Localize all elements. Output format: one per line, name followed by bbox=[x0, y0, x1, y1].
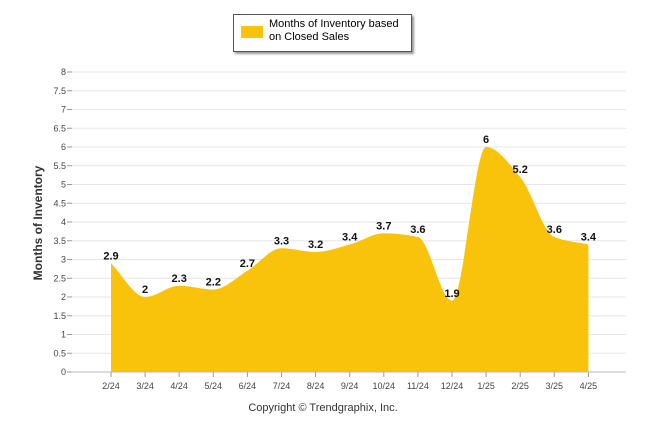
y-tick-label: 3 bbox=[61, 255, 66, 265]
y-axis-label: Months of Inventory bbox=[31, 165, 45, 280]
legend: Months of Inventory based on Closed Sale… bbox=[233, 14, 412, 52]
y-tick-label: 1 bbox=[61, 330, 66, 340]
data-label: 2 bbox=[142, 284, 148, 296]
y-tick-label: 8 bbox=[61, 67, 66, 77]
data-label: 3.6 bbox=[410, 224, 425, 236]
x-tick-label: 4/25 bbox=[580, 381, 598, 391]
y-tick-label: 2.5 bbox=[53, 273, 66, 283]
y-tick-label: 4.5 bbox=[53, 198, 66, 208]
y-tick-label: 7 bbox=[61, 105, 66, 115]
area-series bbox=[111, 147, 589, 372]
x-tick-label: 4/24 bbox=[170, 381, 188, 391]
legend-swatch bbox=[241, 26, 263, 38]
y-tick-label: 7.5 bbox=[53, 86, 66, 96]
x-tick-label: 11/24 bbox=[407, 381, 429, 391]
y-axis-ticks: 0 0.5 1 1.5 2 2.5 3 3.5 4 4.5 5 5.5 6 6.5 7 7.5 8 bbox=[53, 67, 66, 377]
data-labels: 2.9 2 2.3 2.2 2.7 3.3 3.2 3.4 3.7 3.6 1.9 6 5.2 3.6 3.… bbox=[103, 134, 597, 300]
data-label: 3.4 bbox=[581, 232, 597, 244]
legend-label: Months of Inventory based on Closed Sale… bbox=[269, 18, 399, 43]
y-tick-label: 0.5 bbox=[53, 348, 66, 358]
x-tick-label: 3/25 bbox=[546, 381, 564, 391]
y-tick-label: 0 bbox=[61, 367, 66, 377]
x-tick-label: 7/24 bbox=[273, 381, 291, 391]
x-tick-label: 12/24 bbox=[441, 381, 464, 391]
x-tick-label: 1/25 bbox=[477, 381, 495, 391]
data-label: 2.2 bbox=[206, 277, 221, 289]
data-label: 1.9 bbox=[444, 288, 459, 300]
x-tick-label: 5/24 bbox=[205, 381, 223, 391]
data-label: 3.6 bbox=[547, 224, 562, 236]
y-tick-label: 1.5 bbox=[53, 311, 66, 321]
y-tick-label: 5.5 bbox=[53, 161, 66, 171]
data-label: 3.4 bbox=[342, 232, 358, 244]
y-tick-label: 3.5 bbox=[53, 236, 66, 246]
data-label: 2.9 bbox=[103, 250, 118, 262]
x-tick-label: 2/25 bbox=[511, 381, 529, 391]
y-tick-label: 5 bbox=[61, 180, 66, 190]
data-label: 2.7 bbox=[240, 258, 255, 270]
data-label: 5.2 bbox=[513, 164, 528, 176]
y-tick-label: 4 bbox=[61, 217, 66, 227]
y-tick-label: 6 bbox=[61, 142, 66, 152]
x-tick-label: 9/24 bbox=[341, 381, 359, 391]
data-label: 2.3 bbox=[172, 273, 187, 285]
data-label: 6 bbox=[483, 134, 489, 146]
x-tick-label: 2/24 bbox=[102, 381, 120, 391]
data-label: 3.3 bbox=[274, 235, 289, 247]
data-label: 3.2 bbox=[308, 239, 323, 251]
y-tick-label: 2 bbox=[61, 292, 66, 302]
x-tick-label: 3/24 bbox=[136, 381, 154, 391]
x-tick-label: 10/24 bbox=[373, 381, 396, 391]
copyright-text: Copyright © Trendgraphix, Inc. bbox=[248, 402, 398, 414]
y-tick-label: 6.5 bbox=[53, 123, 66, 133]
x-tick-label: 6/24 bbox=[239, 381, 257, 391]
x-axis-ticks: 2/24 3/24 4/24 5/24 6/24 7/24 8/24 9/24 10/24 11/… bbox=[102, 372, 597, 391]
data-label: 3.7 bbox=[376, 220, 391, 232]
x-tick-label: 8/24 bbox=[307, 381, 325, 391]
